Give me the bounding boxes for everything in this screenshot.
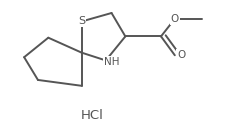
Text: S: S <box>78 17 85 26</box>
Text: HCl: HCl <box>80 109 103 122</box>
Text: O: O <box>176 50 185 60</box>
Text: NH: NH <box>103 57 119 67</box>
Text: O: O <box>170 14 178 24</box>
